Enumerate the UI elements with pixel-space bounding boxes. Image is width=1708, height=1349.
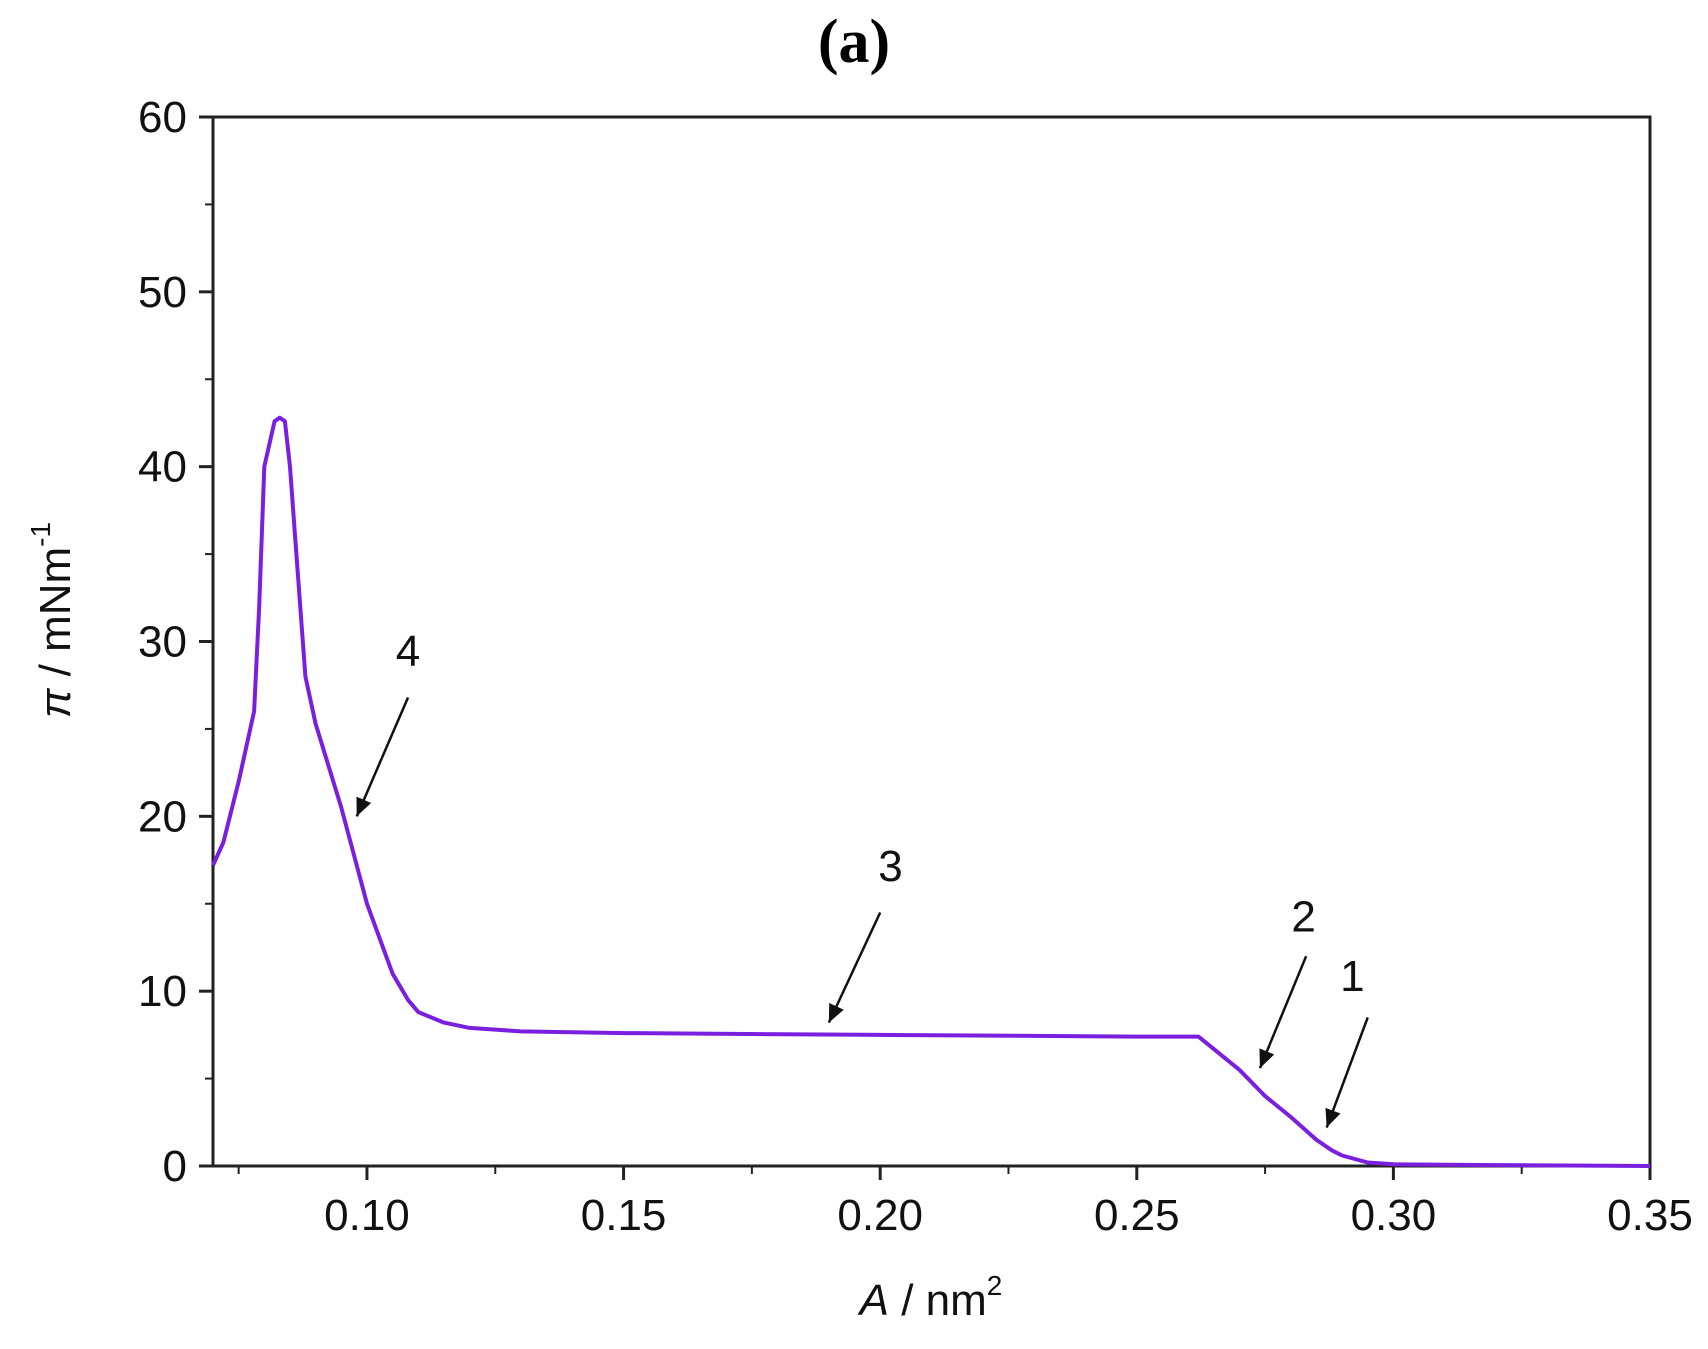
y-tick-label: 30 (138, 618, 187, 667)
y-tick-label: 60 (138, 93, 187, 142)
isotherm-line (211, 415, 1651, 1168)
panel-label: (a) (818, 8, 890, 76)
y-tick-label: 0 (163, 1142, 187, 1191)
annotation-arrow-3 (827, 911, 882, 1024)
x-tick-label: 0.10 (324, 1191, 410, 1240)
annotation-arrow-2 (1258, 955, 1308, 1069)
y-tick-label: 40 (138, 443, 187, 492)
x-tick-label: 0.30 (1351, 1191, 1437, 1240)
x-tick-label: 0.25 (1094, 1191, 1180, 1240)
annotations: 12 3 4 (355, 627, 1369, 1128)
x-axis-title-exponent: 2 (987, 1270, 1003, 1301)
annotation-arrowhead-1 (1325, 1107, 1341, 1128)
x-tick-label: 0.20 (837, 1191, 923, 1240)
x-tick-label: 0.15 (581, 1191, 667, 1240)
annotation-label-2: 2 (1291, 893, 1315, 942)
x-axis-title-symbol: A (857, 1276, 889, 1325)
annotation-arrowhead-4 (356, 796, 372, 817)
annotation-label-4: 4 (396, 627, 420, 676)
y-tick-label: 20 (138, 792, 187, 841)
y-axis-title-unit: / mNm (31, 547, 80, 689)
y-axis-title-exponent: -1 (25, 522, 56, 547)
y-axis: 0 10 20 30 40 50 60 (138, 93, 213, 1191)
annotation-label-1: 1 (1340, 952, 1364, 1001)
annotation-arrowhead-2 (1259, 1048, 1275, 1069)
y-tick-label: 10 (138, 967, 187, 1016)
y-tick-label: 50 (138, 268, 187, 317)
annotation-arrow-4 (355, 696, 410, 817)
x-tick-label: 0.35 (1607, 1191, 1693, 1240)
x-axis-title-unit: / nm (889, 1276, 987, 1325)
annotation-label-3: 3 (878, 842, 902, 891)
plot-frame (211, 115, 1652, 1168)
y-axis-title-symbol: π (31, 687, 80, 718)
annotation-arrowhead-3 (828, 1002, 844, 1023)
x-axis-title: A / nm2 (857, 1270, 1003, 1325)
x-axis: 0.10 0.15 0.20 0.25 0.30 0.35 (237, 1166, 1693, 1240)
annotation-arrow-1 (1325, 1016, 1369, 1128)
y-axis-title: π / mNm-1 (25, 522, 80, 718)
